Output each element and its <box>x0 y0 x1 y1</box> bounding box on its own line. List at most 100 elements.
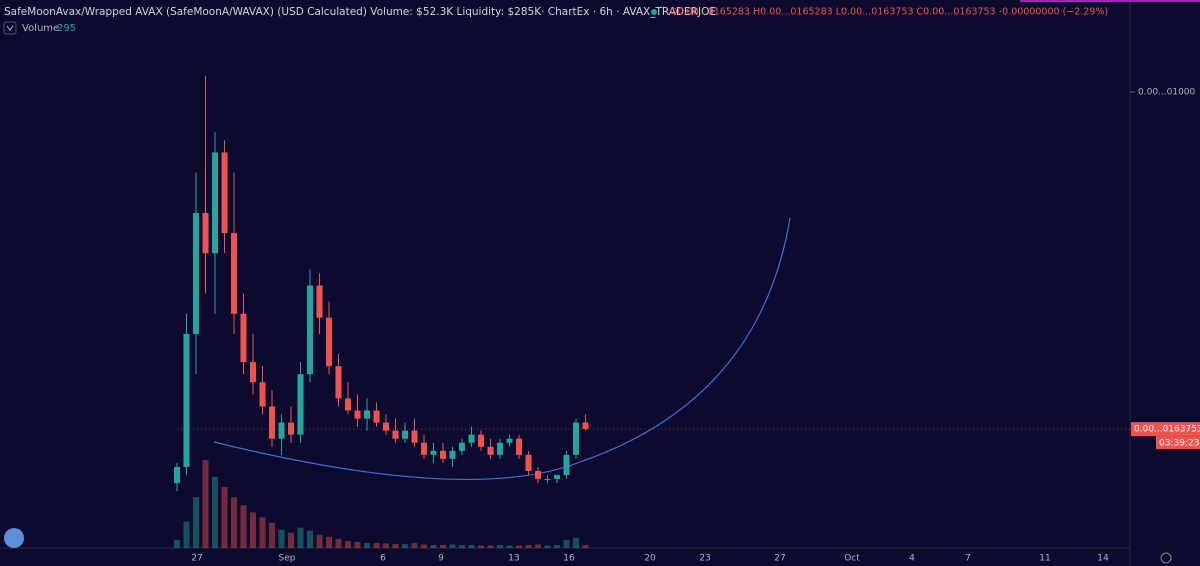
volume-bar <box>278 529 285 548</box>
candle-body <box>487 446 494 455</box>
volume-bar <box>535 544 541 548</box>
countdown-tag <box>1156 436 1200 450</box>
volume-bar <box>297 527 304 548</box>
drawn-arc <box>213 217 791 481</box>
candle-body <box>316 285 323 318</box>
candle-body <box>497 442 503 455</box>
ohlc-values: O0.00...0165283 H0.00...0165283 L0.00...… <box>670 7 1108 18</box>
volume-bar <box>354 541 361 548</box>
volume-bar <box>440 544 446 548</box>
volume-bar <box>497 544 503 548</box>
volume-bar <box>193 497 199 548</box>
candle-body <box>354 410 361 419</box>
candle-body <box>402 430 408 439</box>
volume-bar <box>402 543 408 548</box>
candle-body <box>202 212 209 254</box>
volume-bar <box>335 538 342 548</box>
candle-body <box>535 470 541 480</box>
candle-body <box>421 442 427 455</box>
volume-bar <box>221 486 228 548</box>
countdown-label: 03:39:23 <box>1159 439 1199 449</box>
candle-body <box>183 333 190 467</box>
x-tick-label: 6 <box>380 554 386 564</box>
volume-bar <box>487 545 494 548</box>
candle-body <box>516 438 522 455</box>
volume-bar <box>345 540 351 548</box>
volume-bar <box>573 537 579 548</box>
volume-bar <box>582 544 589 548</box>
y-tick-label: 0.00...01000 <box>1138 87 1196 97</box>
price-tag-label: 0.00...0163753 <box>1134 425 1200 435</box>
x-tick-label: 7 <box>965 554 971 564</box>
x-tick-label: 23 <box>699 554 710 564</box>
volume-bar <box>468 544 475 548</box>
candle-body <box>307 285 313 375</box>
volume-label: Volume <box>22 23 59 34</box>
candle-body <box>326 317 332 367</box>
candle-body <box>544 479 551 481</box>
logo[interactable] <box>4 528 24 548</box>
volume-bar <box>307 530 313 548</box>
collapse-button[interactable] <box>3 21 17 35</box>
candle-body <box>335 366 342 399</box>
chart-title: SafeMoonAvax/Wrapped AVAX (SafeMoonA/WAV… <box>4 6 716 18</box>
x-tick-label: 9 <box>438 554 444 564</box>
candle-body <box>193 212 199 334</box>
volume-bar <box>516 545 522 548</box>
candle-body <box>288 422 294 435</box>
candle-body <box>478 434 484 447</box>
candle-body <box>364 410 370 419</box>
x-tick-label: 11 <box>1039 554 1050 564</box>
candle-body <box>345 398 351 411</box>
candle-body <box>554 475 560 480</box>
x-tick-label: 4 <box>909 554 915 564</box>
chevron-icon <box>6 25 14 31</box>
x-tick-label: Oct <box>844 554 860 564</box>
x-tick-label: 27 <box>774 554 785 564</box>
candle-body <box>440 450 446 459</box>
volume-bar <box>506 545 513 548</box>
volume-bar <box>544 545 551 548</box>
volume-bar <box>525 544 532 548</box>
volume-bar <box>554 544 560 548</box>
volume-bar <box>202 460 209 548</box>
candle-body <box>174 466 180 484</box>
x-tick-label: 14 <box>1097 554 1109 564</box>
candle-body <box>383 422 389 431</box>
status-dot <box>651 9 657 15</box>
candle-body <box>525 454 532 471</box>
candle-body <box>297 374 304 435</box>
volume-value: 295 <box>57 23 76 34</box>
volume-bar <box>364 542 370 548</box>
x-tick-label: 27 <box>191 554 202 564</box>
candle-body <box>468 434 475 443</box>
volume-bar <box>478 545 484 548</box>
candle-body <box>212 152 218 254</box>
candle-body <box>430 450 437 455</box>
candle-body <box>392 430 399 439</box>
x-tick-label: Sep <box>279 554 296 564</box>
x-tick-label: 16 <box>563 554 575 564</box>
volume-bar <box>316 534 323 548</box>
volume-bar <box>383 543 389 548</box>
volume-bar <box>288 532 294 548</box>
volume-bar <box>231 497 237 548</box>
volume-bar <box>563 539 570 548</box>
settings-icon[interactable] <box>1160 552 1172 564</box>
candle-body <box>582 422 589 430</box>
volume-bar <box>459 544 465 548</box>
price-tag <box>1131 422 1200 437</box>
candle-body <box>259 382 266 407</box>
candle-body <box>250 362 256 383</box>
candle-body <box>563 454 570 476</box>
candle-body <box>278 422 285 439</box>
top-accent <box>1020 0 1200 2</box>
volume-bar <box>240 505 247 548</box>
volume-bar <box>449 544 456 548</box>
candle-body <box>459 442 465 451</box>
volume-bar <box>326 536 332 548</box>
volume-bar <box>430 544 437 548</box>
candle-body <box>506 438 513 443</box>
candle-body <box>373 410 380 423</box>
volume-bar <box>411 542 418 548</box>
